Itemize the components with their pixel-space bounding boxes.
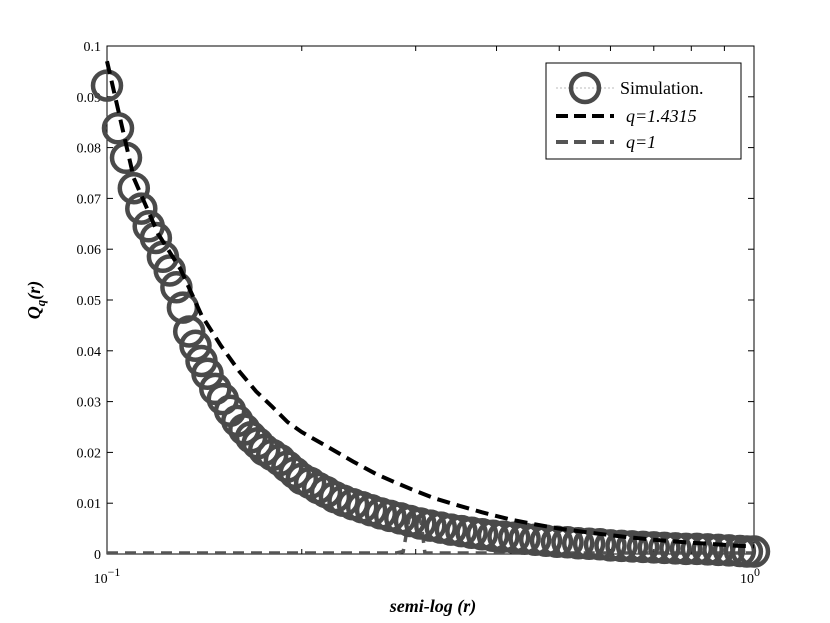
simulation-point bbox=[90, 69, 124, 102]
series-line-q-fit bbox=[105, 60, 755, 549]
y-axis-ticks: 00.010.020.030.040.050.060.070.080.090.1 bbox=[77, 40, 754, 563]
simulation-point bbox=[179, 329, 212, 362]
simulation-point bbox=[153, 254, 186, 287]
simulation-point bbox=[680, 532, 714, 566]
simulation-point bbox=[648, 531, 681, 565]
simulation-point bbox=[737, 535, 771, 568]
simulation-point bbox=[508, 522, 541, 556]
y-tick-label: 0.04 bbox=[77, 345, 102, 360]
x-tick-label: 10−1 bbox=[94, 565, 121, 587]
simulation-point bbox=[583, 528, 617, 561]
simulation-point bbox=[572, 527, 606, 561]
simulation-point bbox=[659, 532, 692, 565]
legend: Simulation. q=1.4315 q=1 bbox=[545, 62, 742, 160]
legend-fit-label: q=1.4315 bbox=[626, 106, 697, 126]
simulation-point bbox=[691, 533, 724, 566]
simulation-point bbox=[605, 529, 638, 563]
y-tick-label: 0.05 bbox=[77, 294, 102, 309]
simulation-point bbox=[551, 526, 584, 559]
y-tick-label: 0 bbox=[94, 548, 101, 563]
simulation-point bbox=[434, 513, 468, 546]
simulation-point bbox=[465, 517, 499, 551]
legend-simulation-marker bbox=[568, 71, 602, 105]
simulation-point bbox=[487, 520, 520, 553]
y-tick-label: 0.07 bbox=[77, 192, 102, 207]
simulation-point bbox=[455, 516, 488, 549]
simulation-point bbox=[637, 531, 671, 564]
x-axis-label: semi-log (r) bbox=[389, 596, 476, 617]
y-tick-label: 0.06 bbox=[77, 243, 102, 258]
y-tick-label: 0.01 bbox=[77, 497, 102, 512]
y-tick-label: 0.1 bbox=[84, 40, 102, 55]
simulation-point bbox=[712, 534, 746, 567]
legend-q1-label: q=1 bbox=[626, 132, 656, 152]
simulation-point bbox=[615, 530, 649, 563]
simulation-point bbox=[125, 192, 158, 225]
x-axis-ticks: 10−1 100 bbox=[94, 46, 760, 587]
y-tick-label: 0.08 bbox=[77, 142, 102, 157]
simulation-point bbox=[191, 357, 224, 390]
simulation-point bbox=[101, 112, 135, 145]
y-tick-label: 0.02 bbox=[77, 446, 102, 461]
simulation-point bbox=[669, 532, 703, 566]
simulation-point bbox=[626, 530, 660, 564]
y-tick-label: 0.03 bbox=[77, 396, 102, 411]
simulation-point bbox=[594, 529, 627, 562]
simulation-point bbox=[117, 171, 151, 205]
x-tick-label: 100 bbox=[740, 565, 760, 587]
plot-area bbox=[90, 60, 771, 568]
simulation-point bbox=[476, 519, 510, 552]
y-axis-label: Qq(r) bbox=[24, 281, 48, 320]
legend-simulation-label: Simulation. bbox=[620, 78, 704, 98]
simulation-point bbox=[497, 521, 531, 554]
